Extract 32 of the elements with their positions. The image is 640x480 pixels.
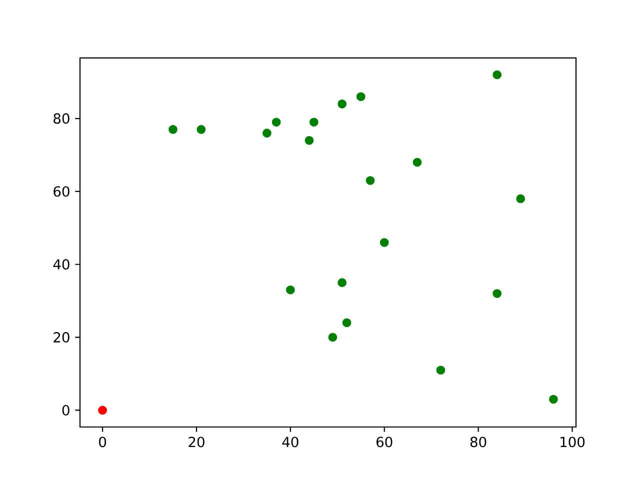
point: [436, 366, 446, 375]
y-tick-label: 40: [53, 259, 70, 270]
y-tick-label: 0: [62, 404, 70, 416]
y-tick-label: 20: [54, 332, 70, 343]
x-tick-label: 20: [188, 436, 204, 448]
point: [304, 136, 314, 145]
x-tick-label: 100: [560, 436, 585, 448]
point: [309, 118, 318, 127]
point: [516, 194, 526, 204]
y-tick-label: 80: [54, 113, 70, 124]
point: [492, 289, 502, 298]
point: [98, 406, 107, 415]
point: [342, 318, 352, 328]
point: [380, 238, 389, 247]
point: [338, 278, 347, 288]
y-tick-label: 60: [54, 186, 70, 197]
point: [272, 118, 281, 127]
point: [549, 394, 558, 404]
x-tick-label: 0: [99, 436, 106, 448]
x-tick-label: 40: [282, 436, 298, 448]
x-tick-label: 80: [470, 436, 486, 448]
point: [412, 158, 422, 167]
point: [338, 100, 347, 108]
point: [286, 285, 295, 294]
point: [196, 125, 206, 134]
point: [168, 125, 178, 134]
point: [356, 92, 366, 102]
point: [328, 332, 338, 342]
x-tick-label: 60: [376, 436, 392, 448]
point: [366, 176, 375, 185]
point: [492, 70, 502, 80]
point: [262, 128, 272, 138]
